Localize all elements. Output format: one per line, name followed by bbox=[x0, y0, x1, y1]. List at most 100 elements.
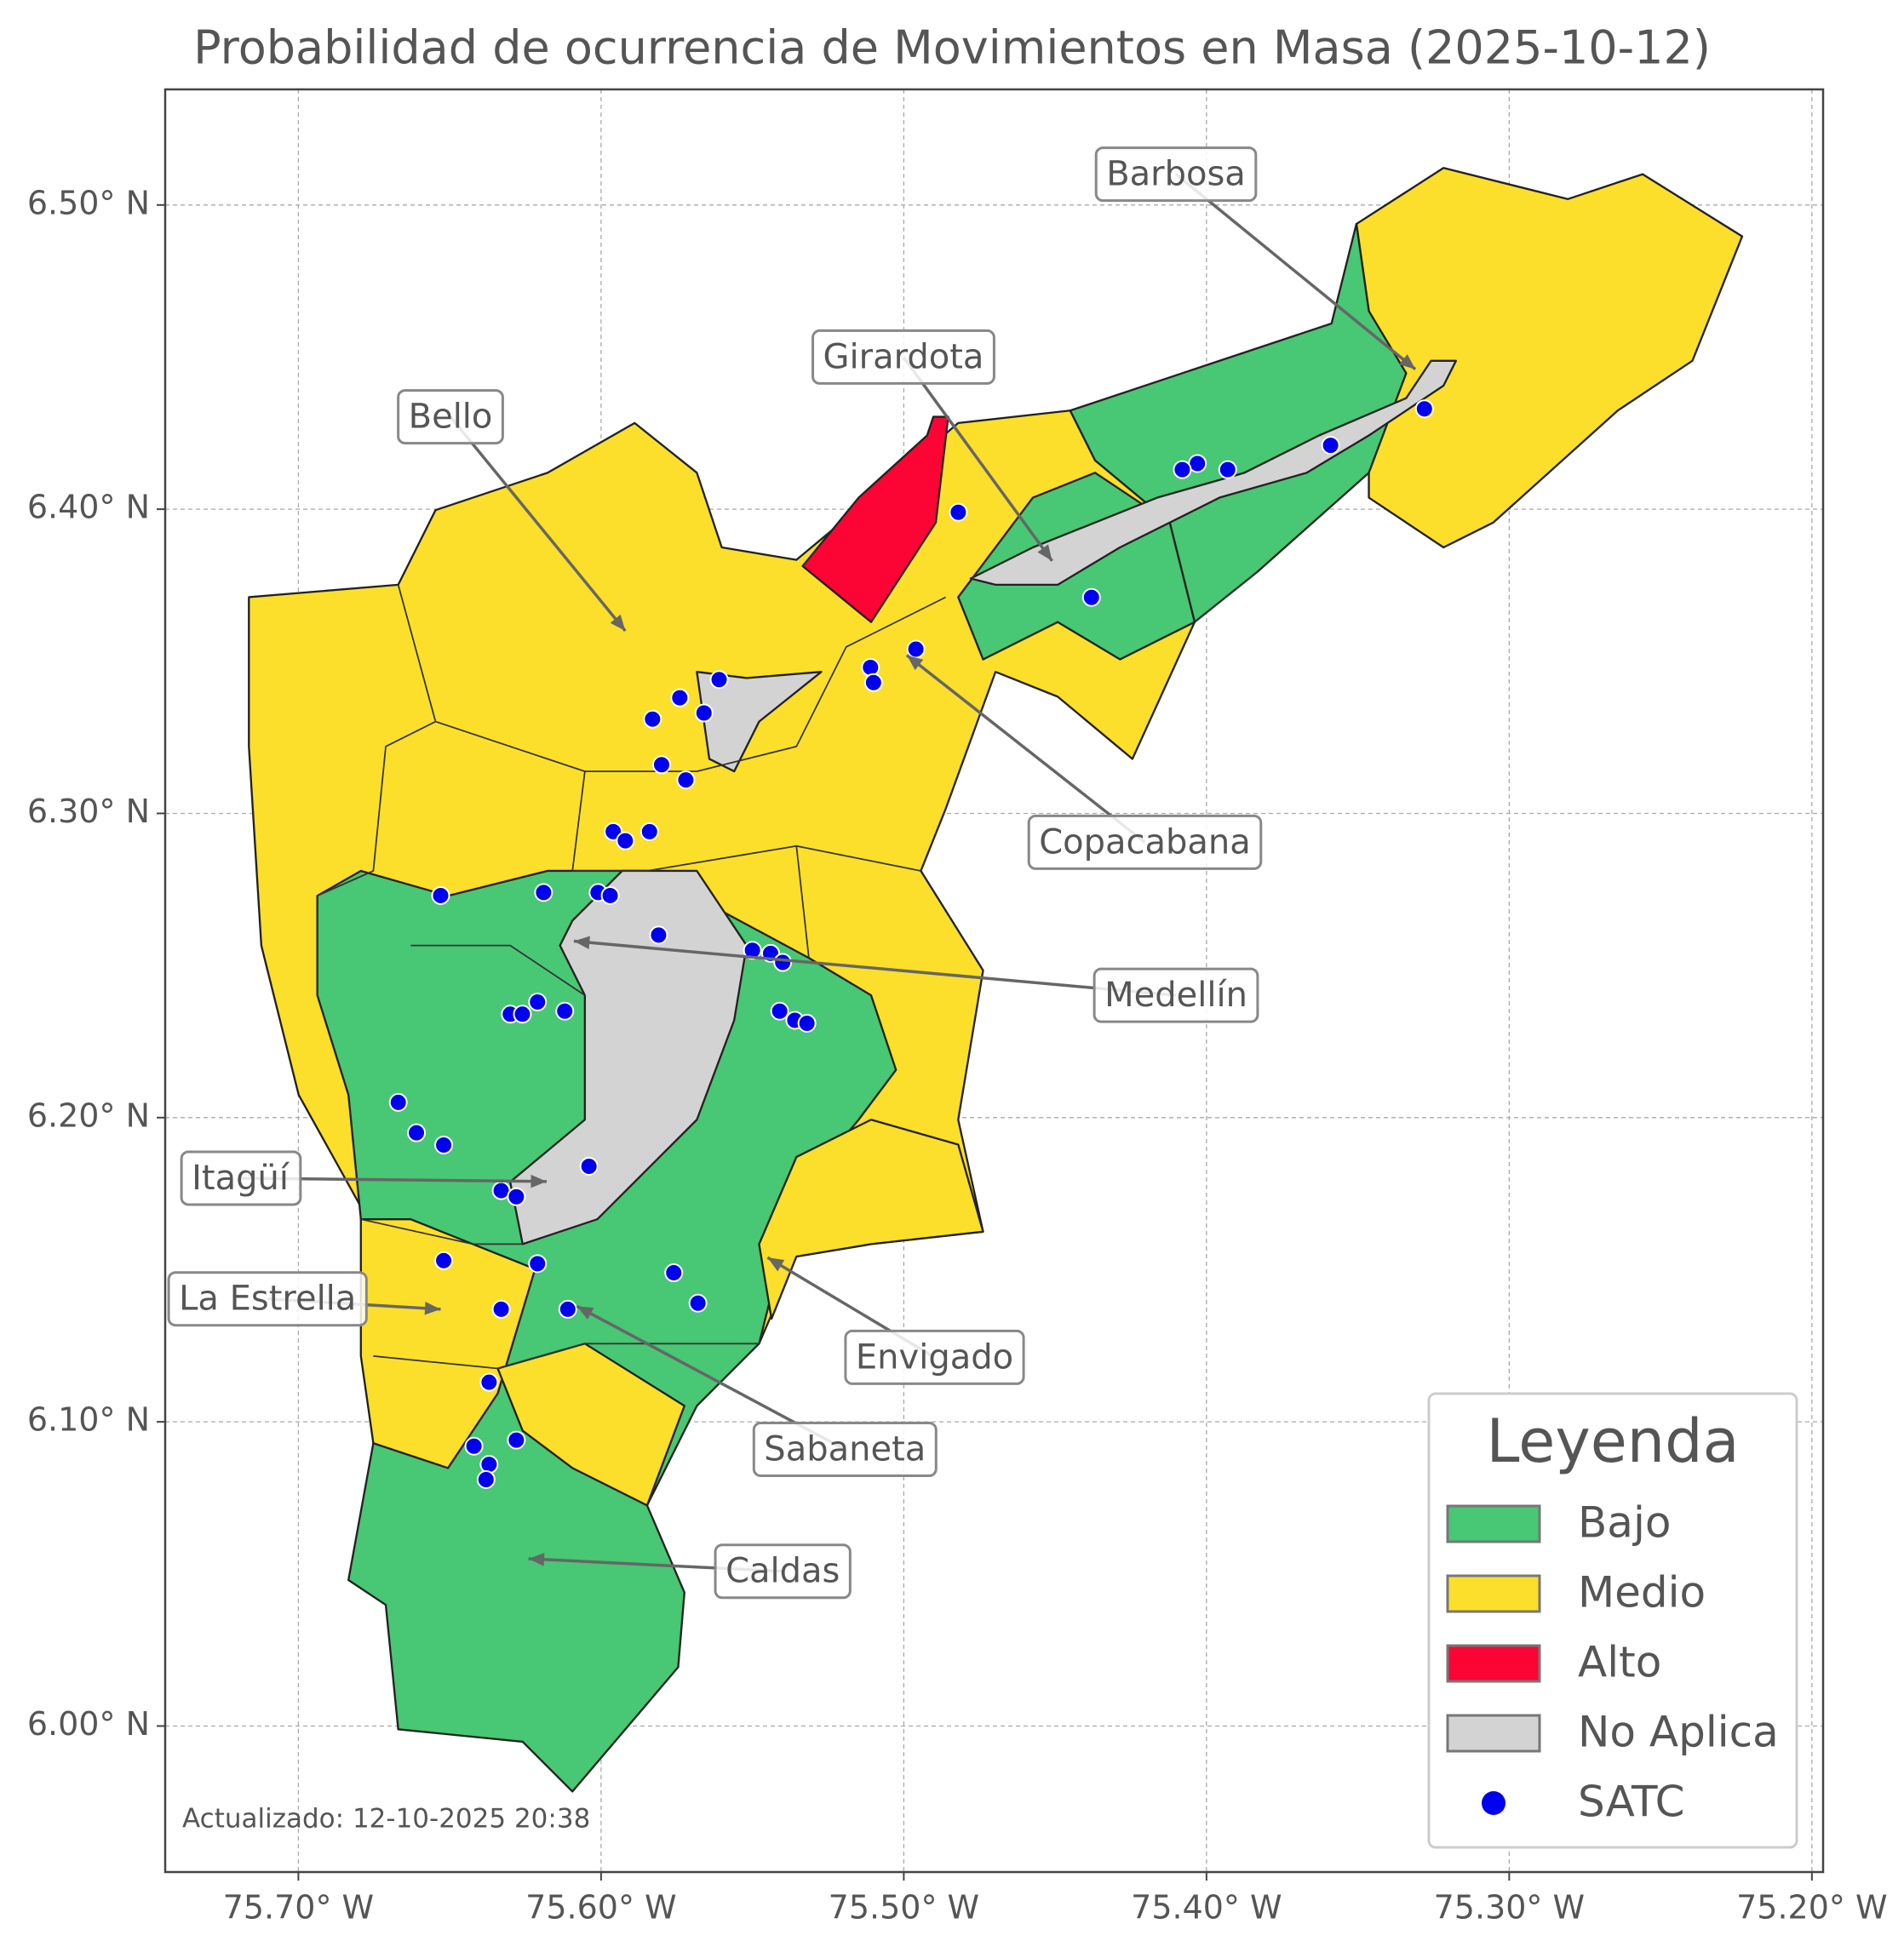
region bbox=[969, 359, 1458, 587]
annotation-label: Itagüí bbox=[192, 1159, 290, 1198]
region bbox=[316, 869, 898, 1793]
legend-swatch bbox=[1446, 1714, 1541, 1753]
legend-swatch bbox=[1446, 1504, 1541, 1543]
annotation-label: Caldas bbox=[725, 1552, 840, 1591]
arrow-head bbox=[610, 614, 626, 632]
annotation-label: Barbosa bbox=[1106, 155, 1246, 194]
region bbox=[509, 869, 748, 1245]
satc-point bbox=[528, 993, 548, 1012]
y-tick-label: 6.40° N bbox=[27, 489, 150, 526]
annotation-label: Medellín bbox=[1104, 976, 1247, 1015]
legend-marker bbox=[1482, 1791, 1505, 1815]
annotation-label: La Estrella bbox=[179, 1280, 356, 1319]
arrow-head bbox=[528, 1553, 545, 1566]
satc-point bbox=[651, 755, 671, 775]
satc-point bbox=[464, 1436, 484, 1456]
satc-point bbox=[797, 1014, 817, 1033]
satc-point bbox=[479, 1372, 499, 1392]
satc-point bbox=[513, 1005, 532, 1024]
arrow-head bbox=[573, 936, 590, 949]
annotation-arrow bbox=[902, 356, 1053, 562]
satc-point bbox=[863, 673, 883, 692]
legend-swatch bbox=[1446, 1574, 1541, 1613]
annotation-arrow bbox=[905, 654, 1146, 844]
satc-point bbox=[479, 1455, 499, 1474]
annotation-box bbox=[180, 1150, 302, 1206]
satc-point bbox=[388, 1092, 408, 1112]
region bbox=[758, 1119, 984, 1320]
annotation-box bbox=[714, 1543, 852, 1600]
arrow-head bbox=[906, 655, 924, 671]
annotation-box bbox=[167, 1271, 368, 1327]
arrow-head bbox=[576, 1306, 594, 1320]
annotation-arrow bbox=[1174, 173, 1417, 371]
legend-label: Bajo bbox=[1578, 1498, 1671, 1548]
satc-point bbox=[1218, 460, 1237, 479]
legend-swatch bbox=[1446, 1644, 1541, 1683]
satc-point bbox=[476, 1470, 496, 1490]
satc-point bbox=[431, 885, 450, 905]
satc-point bbox=[616, 831, 635, 850]
legend-label: Medio bbox=[1578, 1568, 1706, 1618]
arrow-head bbox=[424, 1302, 441, 1315]
satc-point bbox=[688, 1293, 708, 1313]
annotation-box bbox=[844, 1329, 1025, 1385]
region bbox=[801, 415, 949, 623]
annotation-arrow bbox=[573, 939, 1177, 997]
satc-point bbox=[694, 703, 714, 723]
arrow-head bbox=[1037, 544, 1052, 561]
satc-point bbox=[491, 1299, 511, 1319]
annotation-box bbox=[397, 389, 504, 445]
satc-point bbox=[906, 639, 926, 659]
legend-label: No Aplica bbox=[1578, 1708, 1779, 1757]
satc-point bbox=[664, 1263, 684, 1283]
map-title: Probabilidad de ocurrencia de Movimiento… bbox=[193, 21, 1711, 75]
satc-point bbox=[773, 953, 793, 972]
satc-point bbox=[1414, 399, 1434, 419]
x-tick-label: 75.50° W bbox=[829, 1889, 979, 1927]
legend-label: Alto bbox=[1578, 1638, 1661, 1687]
satc-point bbox=[534, 883, 553, 902]
satc-point bbox=[579, 1156, 599, 1176]
annotation-box bbox=[1027, 814, 1263, 870]
satc-point bbox=[1081, 587, 1101, 607]
satc-point bbox=[600, 885, 620, 905]
y-tick-label: 6.00° N bbox=[27, 1705, 150, 1743]
annotation-box bbox=[1093, 967, 1259, 1023]
satc-point bbox=[1173, 460, 1192, 479]
satc-point bbox=[861, 657, 880, 677]
x-tick-label: 75.60° W bbox=[525, 1889, 676, 1927]
y-tick-label: 6.30° N bbox=[27, 793, 150, 830]
region bbox=[696, 670, 823, 773]
footnote: Actualizado: 12-10-2025 20:38 bbox=[182, 1804, 590, 1835]
annotation-box bbox=[1094, 146, 1258, 203]
satc-point bbox=[743, 941, 762, 960]
satc-point bbox=[434, 1135, 454, 1154]
satc-point bbox=[507, 1430, 526, 1450]
satc-point bbox=[1321, 436, 1340, 455]
satc-point bbox=[434, 1251, 454, 1270]
x-tick-label: 75.40° W bbox=[1131, 1889, 1282, 1927]
annotation-label: Bello bbox=[409, 398, 493, 437]
satc-point bbox=[676, 770, 696, 790]
annotation-label: Copacabana bbox=[1039, 822, 1251, 862]
x-tick-label: 75.30° W bbox=[1434, 1889, 1585, 1927]
annotation-label: Envigado bbox=[856, 1337, 1013, 1377]
satc-point bbox=[528, 1254, 548, 1274]
satc-point bbox=[507, 1187, 526, 1206]
arrow-head bbox=[1398, 354, 1416, 369]
y-tick-label: 6.20° N bbox=[27, 1096, 150, 1134]
municipalities bbox=[248, 167, 1744, 1793]
y-tick-label: 6.10° N bbox=[27, 1401, 150, 1439]
annotation-label: Girardota bbox=[823, 337, 984, 376]
satc-point bbox=[558, 1299, 577, 1319]
arrow-head bbox=[767, 1257, 785, 1272]
legend-title: Leyenda bbox=[1486, 1406, 1739, 1476]
annotation-box bbox=[811, 329, 995, 385]
satc-point bbox=[407, 1123, 427, 1142]
satc-point bbox=[949, 502, 968, 522]
y-tick-label: 6.50° N bbox=[27, 184, 150, 221]
borders bbox=[317, 571, 1258, 1370]
satc-point bbox=[649, 925, 668, 945]
